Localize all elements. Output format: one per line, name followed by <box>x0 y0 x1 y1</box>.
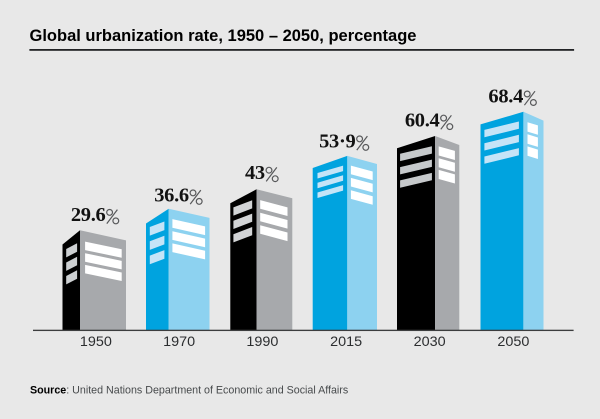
svg-text:1990: 1990 <box>246 333 278 349</box>
svg-text:2050: 2050 <box>497 333 529 349</box>
svg-text:2030: 2030 <box>414 333 446 349</box>
svg-text:1970: 1970 <box>163 333 195 349</box>
svg-text:36.6: 36.6 <box>154 185 189 207</box>
svg-text:43: 43 <box>245 162 265 184</box>
svg-text:2015: 2015 <box>330 333 362 349</box>
svg-text:29.6: 29.6 <box>71 204 106 226</box>
svg-text:53·9: 53·9 <box>319 131 355 153</box>
svg-text:Source: United Nations Departm: Source: United Nations Department of Eco… <box>30 384 348 396</box>
svg-text:68.4: 68.4 <box>488 86 523 108</box>
svg-text:1950: 1950 <box>80 333 112 349</box>
svg-text:60.4: 60.4 <box>405 110 440 132</box>
svg-text:Global urbanization rate, 1950: Global urbanization rate, 1950 – 2050, p… <box>30 27 417 45</box>
